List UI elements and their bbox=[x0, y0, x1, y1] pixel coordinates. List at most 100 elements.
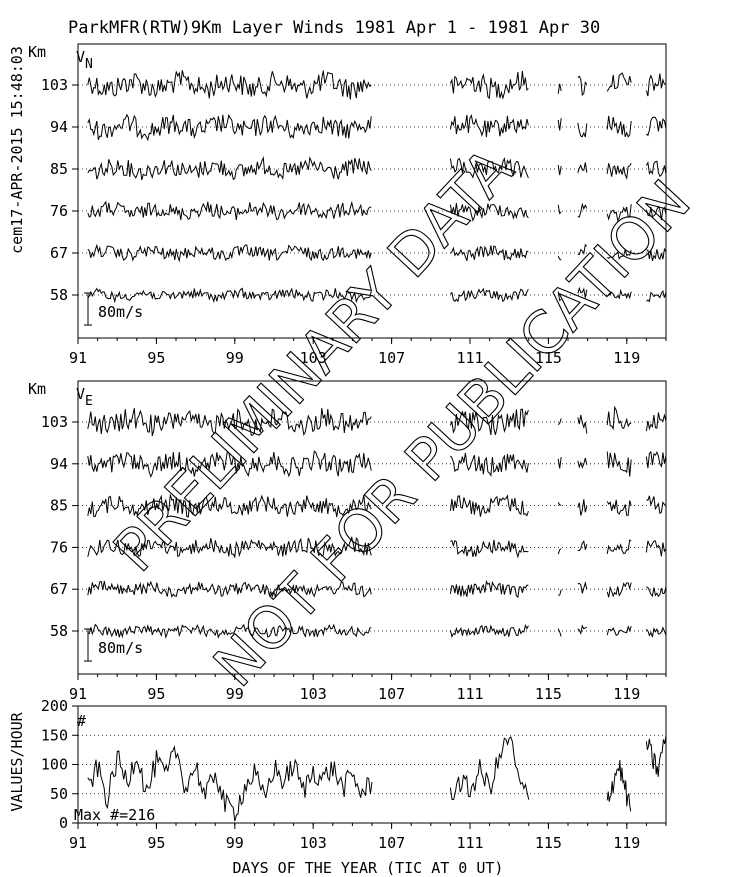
height-label: 67 bbox=[50, 244, 68, 262]
component-subscript: N bbox=[85, 57, 93, 72]
wind-trace bbox=[449, 70, 529, 100]
wind-trace bbox=[606, 162, 632, 180]
x-tick-label: 111 bbox=[456, 834, 483, 852]
wind-trace bbox=[577, 581, 588, 594]
wind-trace bbox=[557, 628, 562, 637]
wind-trace bbox=[557, 165, 562, 176]
wind-trace bbox=[557, 118, 562, 131]
wind-trace bbox=[606, 451, 632, 477]
x-tick-label: 115 bbox=[535, 685, 562, 703]
wind-trace bbox=[87, 243, 372, 263]
wind-trace bbox=[646, 116, 667, 137]
wind-trace bbox=[557, 291, 562, 302]
count-tick-label: 100 bbox=[41, 756, 68, 774]
wind-trace bbox=[645, 540, 667, 557]
scale-bar-label: 80m/s bbox=[98, 303, 143, 321]
wind-trace bbox=[87, 623, 372, 640]
x-tick-label: 91 bbox=[69, 685, 87, 703]
count-series-line bbox=[87, 745, 373, 822]
x-tick-label: 99 bbox=[226, 685, 244, 703]
height-label: 103 bbox=[41, 413, 68, 431]
y-axis-label-values-per-hour: VALUES/HOUR bbox=[8, 711, 26, 811]
wind-trace bbox=[87, 408, 372, 437]
wind-trace bbox=[645, 450, 667, 469]
count-series-line bbox=[449, 736, 530, 801]
wind-trace bbox=[577, 540, 588, 552]
y-unit-label: Km bbox=[28, 380, 46, 398]
wind-trace bbox=[606, 625, 632, 636]
wind-trace bbox=[606, 204, 632, 222]
wind-trace bbox=[646, 289, 667, 303]
height-label: 85 bbox=[50, 497, 68, 515]
count-series-line bbox=[645, 735, 667, 777]
x-tick-label: 103 bbox=[300, 349, 327, 367]
x-tick-label: 119 bbox=[613, 834, 640, 852]
component-label: VN bbox=[76, 48, 93, 72]
height-label: 76 bbox=[50, 202, 68, 220]
wind-trace bbox=[577, 624, 588, 636]
wind-trace bbox=[87, 70, 372, 100]
x-tick-label: 103 bbox=[300, 834, 327, 852]
wind-trace bbox=[449, 202, 529, 222]
wind-trace bbox=[449, 156, 529, 179]
x-tick-label: 95 bbox=[147, 834, 165, 852]
ve-panel: Km VE 103 94 85 76 67 58 80m/s 91 95 99 103 107 111 115… bbox=[28, 380, 667, 703]
wind-trace bbox=[557, 502, 562, 506]
wind-trace bbox=[449, 114, 529, 138]
y-unit-label: Km bbox=[28, 43, 46, 61]
vn-panel: Km VN 103 94 85 76 67 58 80m/s 91 95 99 103 107 111 115… bbox=[28, 43, 667, 367]
height-label: 58 bbox=[50, 622, 68, 640]
wind-trace bbox=[577, 457, 588, 469]
wind-trace bbox=[449, 408, 529, 435]
wind-trace bbox=[557, 548, 562, 555]
wind-trace bbox=[577, 122, 588, 138]
wind-trace bbox=[87, 494, 372, 518]
x-tick-label: 119 bbox=[613, 349, 640, 367]
wind-trace bbox=[450, 287, 529, 303]
wind-trace bbox=[645, 412, 667, 432]
count-panel: 0 50 100 150 200 # Max #=216 91 95 99 103 107 111 115… bbox=[41, 697, 667, 852]
x-tick-label: 107 bbox=[378, 834, 405, 852]
generation-stamp: cem17-APR-2015 15:48:03 bbox=[8, 46, 26, 254]
count-tick-label: 0 bbox=[59, 814, 68, 832]
x-tick-label: 103 bbox=[300, 685, 327, 703]
component-subscript: E bbox=[85, 394, 93, 409]
wind-trace bbox=[577, 286, 588, 298]
scale-bar-label: 80m/s bbox=[98, 639, 143, 657]
x-tick-label: 91 bbox=[69, 349, 87, 367]
component-label: VE bbox=[76, 385, 93, 409]
wind-trace bbox=[606, 72, 632, 92]
wind-trace bbox=[558, 589, 562, 596]
wind-trace bbox=[557, 418, 562, 425]
wind-trace bbox=[577, 202, 588, 218]
wind-trace bbox=[87, 155, 372, 181]
max-label: Max #=216 bbox=[74, 806, 155, 824]
wind-trace bbox=[577, 162, 588, 173]
wind-trace bbox=[646, 495, 667, 515]
x-tick-label: 99 bbox=[226, 834, 244, 852]
count-tick-label: 200 bbox=[41, 697, 68, 715]
wind-trace bbox=[646, 586, 667, 598]
wind-trace bbox=[557, 204, 562, 215]
hash-label: # bbox=[77, 712, 86, 730]
wind-trace bbox=[450, 539, 529, 559]
wind-trace bbox=[449, 579, 529, 599]
x-tick-label: 111 bbox=[456, 685, 483, 703]
x-tick-label: 119 bbox=[613, 685, 640, 703]
x-tick-label: 99 bbox=[226, 349, 244, 367]
x-tick-label: 107 bbox=[378, 349, 405, 367]
wind-trace bbox=[606, 249, 632, 260]
wind-trace bbox=[577, 414, 588, 434]
wind-trace bbox=[449, 494, 529, 517]
height-label: 94 bbox=[50, 455, 68, 473]
x-tick-label: 91 bbox=[69, 834, 87, 852]
wind-trace bbox=[557, 456, 562, 469]
chart-title: ParkMFR(RTW)9Km Layer Winds 1981 Apr 1 -… bbox=[68, 18, 600, 38]
wind-trace bbox=[606, 499, 632, 516]
height-label: 58 bbox=[50, 286, 68, 304]
wind-trace bbox=[606, 582, 632, 598]
wind-trace bbox=[87, 287, 372, 304]
height-label: 94 bbox=[50, 118, 68, 136]
wind-trace bbox=[557, 83, 562, 94]
